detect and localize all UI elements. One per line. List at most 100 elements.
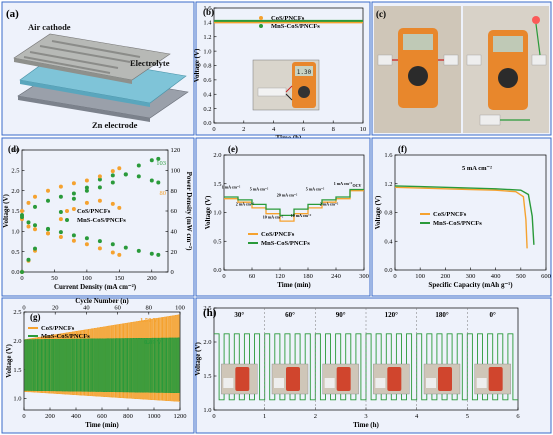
x-tick-label: 60 — [249, 273, 256, 280]
y-tick-label: 0.0 — [203, 120, 211, 127]
panel-f: (f) 0 100 200 300 400 500 600 0.0 0.4 0.8 1.2 1.6 Sp… — [371, 137, 552, 297]
data-point-MnS-CoS/PNCFs — [136, 163, 141, 168]
y-tick-label: 1.6 — [384, 152, 393, 159]
y-tick-label: 1.4 — [203, 20, 212, 27]
bend-photo-multimeter — [336, 367, 351, 391]
panel-a: (a) Air cathode Electrolyte Zn electrode — [1, 1, 195, 136]
bend-angle-label: 30° — [234, 311, 244, 319]
data-point-MnS-CoS/PNCFs — [110, 173, 115, 178]
y-tick-label: 1.0 — [11, 229, 19, 236]
x2-tick-label: 0 — [22, 305, 25, 312]
data-point-MnS-CoS/PNCFs — [149, 158, 154, 163]
current-annotation: 5 mA cm⁻² — [462, 165, 492, 172]
x-tick-label: 0 — [222, 273, 225, 280]
x-tick-label: 1000 — [148, 413, 161, 420]
panel-a-letter: (a) — [6, 8, 19, 20]
data-point-CoS/PNCFs — [97, 198, 102, 203]
y-tick-label: 0.8 — [203, 63, 211, 70]
multimeter-dial — [298, 86, 310, 98]
legend-label: MnS-CoS/PNCFs — [433, 220, 482, 227]
data-point-MnS-CoS/PNCFs — [20, 270, 24, 274]
data-point-CoS/PNCFs — [117, 252, 122, 257]
lead-black — [285, 93, 293, 101]
legend-label: CoS/PNCFs — [271, 15, 305, 22]
bend-photo-cell — [223, 378, 234, 388]
annotation-103: 103 — [156, 160, 166, 167]
x-tick-label: 8 — [332, 126, 335, 133]
label-zn-electrode: Zn electrode — [92, 120, 138, 130]
x-tick-label: 50 — [51, 275, 58, 282]
x-tick-label: 2 — [314, 413, 317, 420]
x-tick-label: 0 — [212, 413, 215, 420]
data-point-CoS/PNCFs — [117, 205, 122, 210]
data-point-MnS-CoS/PNCFs — [71, 233, 76, 238]
bend-photo-cell — [476, 378, 487, 388]
panel-e-letter: (e) — [228, 144, 238, 154]
data-point-CoS/PNCFs — [117, 166, 122, 171]
data-point-CoS/PNCFs — [58, 184, 63, 189]
data-point-MnS-CoS/PNCFs — [123, 172, 128, 177]
legend-marker — [65, 209, 69, 213]
legend-label: MnS-CoS/PNCFs — [41, 333, 90, 340]
photo-1-cell-right — [443, 54, 459, 66]
series-line-CoS/PNCFs — [394, 186, 528, 249]
legend-label: CoS/PNCFs — [41, 325, 75, 332]
y2-tick-label: 80 — [171, 188, 178, 195]
y-tick-label: 2.5 — [13, 309, 21, 316]
y-tick-label: 0.4 — [384, 238, 393, 245]
annotation-cos-voltage: 1.50 V — [140, 317, 158, 324]
y-tick-label: 1.5 — [11, 208, 19, 215]
data-point-MnS-CoS/PNCFs — [33, 223, 37, 228]
data-point-MnS-CoS/PNCFs — [84, 236, 89, 241]
x-tick-label: 10 — [360, 126, 367, 133]
data-point-CoS/PNCFs — [33, 194, 37, 199]
x2-tick-label: 20 — [52, 305, 59, 312]
panel-e-axes: 0 60 120 180 240 300 0.0 0.5 1.0 1.5 2.0 Time (min)… — [204, 152, 369, 289]
panel-f-letter: (f) — [398, 144, 407, 154]
y-tick-label: 0.5 — [213, 238, 221, 245]
y-axis-label: Voltage (V) — [2, 193, 10, 227]
data-point-MnS-CoS/PNCFs — [149, 251, 154, 256]
data-point-CoS/PNCFs — [84, 178, 89, 183]
legend-label: MnS-CoS/PNCFs — [77, 217, 126, 224]
x-tick-label: 0 — [212, 126, 215, 133]
y-tick-label: 2.0 — [13, 338, 21, 345]
x-tick-label: 400 — [71, 413, 81, 420]
x-tick-label: 100 — [415, 273, 425, 280]
data-point-MnS-CoS/PNCFs — [156, 156, 161, 161]
air-cathode-layer — [13, 33, 171, 81]
bend-photo-multimeter — [235, 367, 250, 391]
y-tick-label: 1.5 — [13, 367, 21, 374]
x-tick-label: 0 — [393, 273, 396, 280]
y-axis-label: Voltage (V) — [194, 341, 202, 375]
data-point-CoS/PNCFs — [46, 188, 50, 193]
photo-1-cell-left — [377, 54, 393, 66]
zn-electrode-edge — [18, 96, 150, 122]
x-tick-label: 200 — [440, 273, 450, 280]
y2-tick-label: 100 — [171, 168, 181, 175]
lead-red — [285, 85, 293, 93]
panel-d-frame — [1, 137, 195, 297]
data-point-MnS-CoS/PNCFs — [71, 191, 76, 196]
photo-2-cell-right — [531, 54, 547, 66]
step-label: 2 mA cm⁻² — [236, 202, 255, 207]
x-axis-label: Time (h) — [353, 421, 379, 429]
y2-tick-label: 120 — [171, 147, 181, 154]
step-label: 5 mA cm⁻² — [250, 187, 269, 192]
data-point-CoS/PNCFs — [71, 181, 76, 186]
panel-d-letter: (d) — [8, 144, 19, 154]
data-point-CoS/PNCFs — [97, 174, 102, 179]
photo-2-led — [532, 16, 540, 24]
label-air-cathode: Air cathode — [28, 22, 71, 32]
y-tick-label: 2.5 — [11, 168, 19, 175]
y-tick-label: 2.5 — [203, 305, 211, 312]
x-tick-label: 500 — [516, 273, 526, 280]
x-tick-label: 0 — [20, 275, 23, 282]
x-tick-label: 4 — [415, 413, 419, 420]
y2-tick-label: 0 — [171, 269, 174, 276]
x-tick-label: 400 — [491, 273, 501, 280]
x2-tick-label: 60 — [114, 305, 121, 312]
step-label: 10 mA cm⁻² — [291, 213, 312, 218]
legend-label: CoS/PNCFs — [261, 231, 295, 238]
